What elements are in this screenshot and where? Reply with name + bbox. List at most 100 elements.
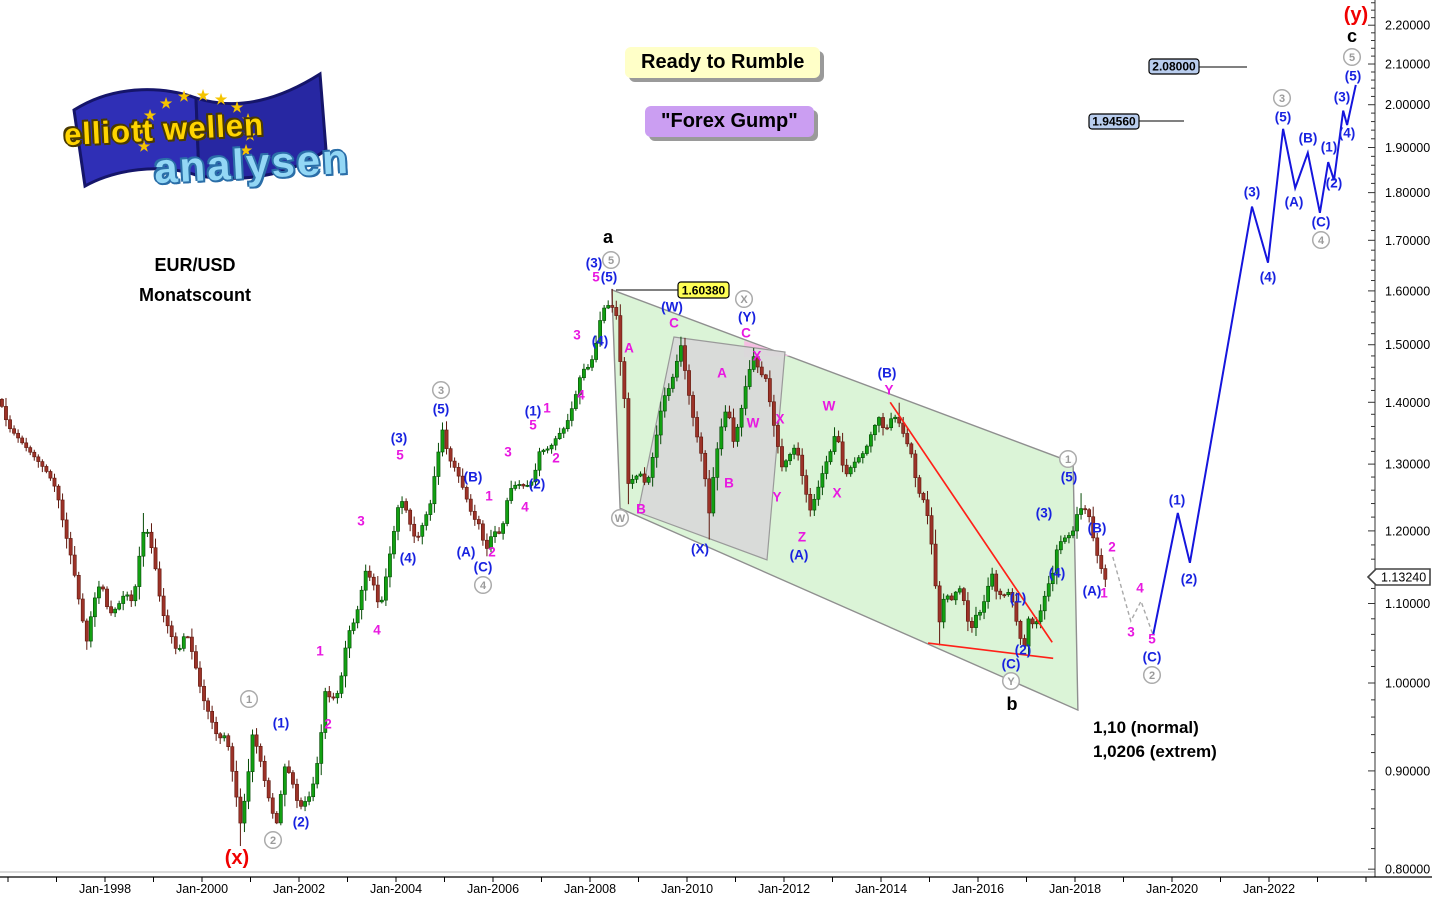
candlestick [363,570,368,591]
candlestick [291,772,295,785]
candlestick [707,478,712,514]
candlestick [351,622,356,631]
wave-label-4: (4) [1049,566,1066,581]
wave-label-5: 5 [592,270,600,285]
x-axis-tick-label: Jan-1998 [79,882,131,896]
candlestick [109,606,113,614]
candlestick [412,523,417,537]
candlestick [856,457,861,463]
candlestick [699,436,704,454]
candlestick [1030,618,1035,625]
timeframe-label: Monatscount [139,285,251,305]
wave-label-b: b [1007,694,1018,714]
wave-degree-circle [473,575,493,595]
x-axis-tick-label: Jan-2008 [564,882,616,896]
instrument-symbol: EUR/USD [154,255,236,275]
candlestick [226,735,231,747]
candlestick [315,763,320,785]
candlestick [299,800,303,807]
candlestick [800,454,805,476]
candlestick [953,591,958,601]
y-axis-tick-label: 1.90000 [1385,141,1430,155]
candlestick [719,426,724,450]
y-axis-tick-label: 2.20000 [1385,19,1430,33]
wave-degree-circle [263,830,283,850]
y-axis-tick-label: 1.40000 [1385,396,1430,410]
svg-text:★: ★ [178,88,191,104]
candlestick [270,797,275,814]
candlestick [905,433,910,445]
candlestick [84,620,89,642]
wave-label-circled-X: X [740,294,748,306]
price-tag-box[interactable] [677,281,730,299]
candlestick [828,451,833,463]
candlestick [4,406,8,421]
candlestick [76,575,81,600]
candlestick [577,377,582,395]
candlestick [400,501,404,508]
candlestick [557,432,562,440]
candlestick [105,588,109,607]
candlestick [771,401,776,426]
wave-label-4: (4) [1339,126,1356,141]
candlestick [606,305,611,309]
instrument-title: EUR/USD Monatscount [110,250,280,310]
candlestick [505,500,510,524]
current-price-marker[interactable] [1366,568,1431,586]
candlestick [206,700,210,712]
candlestick [234,771,239,798]
candlestick [840,441,845,466]
projected-wave-path-blue[interactable] [1152,84,1357,636]
wave-label-3: (3) [1036,506,1053,521]
candlestick [202,686,206,702]
candlestick [683,345,687,371]
candlestick [339,675,344,694]
wave-label-C: (C) [1143,650,1162,665]
candlestick [763,374,768,379]
triangle-gray[interactable] [637,336,786,561]
candlestick [780,446,784,468]
wave-label-3: 3 [357,514,365,529]
wave-label-2: 2 [488,545,496,560]
wave-label-B: B [724,476,734,491]
candlestick [222,735,227,739]
red-trendline-1[interactable] [889,401,1053,643]
red-trendline-2[interactable] [927,642,1054,660]
candlestick [181,636,186,649]
price-tag-box[interactable] [1148,58,1200,75]
svg-text:★: ★ [197,87,210,103]
wave-label-C: (C) [474,560,493,575]
candlestick [622,361,627,399]
candlestick [513,484,518,489]
candlestick [1083,508,1088,511]
price-tag-box[interactable] [1088,113,1140,130]
candlestick [266,780,271,799]
candlestick [97,586,101,599]
candlestick [262,760,267,781]
candlestick [618,315,623,362]
wave-label-3: (3) [586,256,603,271]
candlestick [185,636,190,639]
candlestick [440,429,445,453]
svg-text:★: ★ [160,95,173,111]
candlestick [723,411,728,428]
candlestick [286,766,291,773]
wave-label-2: 2 [552,451,560,466]
y-axis-tick-label: 1.30000 [1385,458,1430,472]
wave-degree-circle [601,250,621,270]
candlestick [521,484,526,487]
candlestick [72,554,77,576]
y-axis-tick-label: 2.10000 [1385,58,1430,72]
candlestick [460,475,465,488]
candlestick [157,568,162,597]
candlestick [145,531,150,534]
projected-path-dashed[interactable] [1112,556,1154,636]
candlestick [598,320,603,344]
candlestick [456,467,461,477]
wave-label-A: (A) [1083,584,1102,599]
candlestick [282,766,287,795]
wave-label-Z: Z [798,530,806,545]
candlestick [755,356,760,368]
